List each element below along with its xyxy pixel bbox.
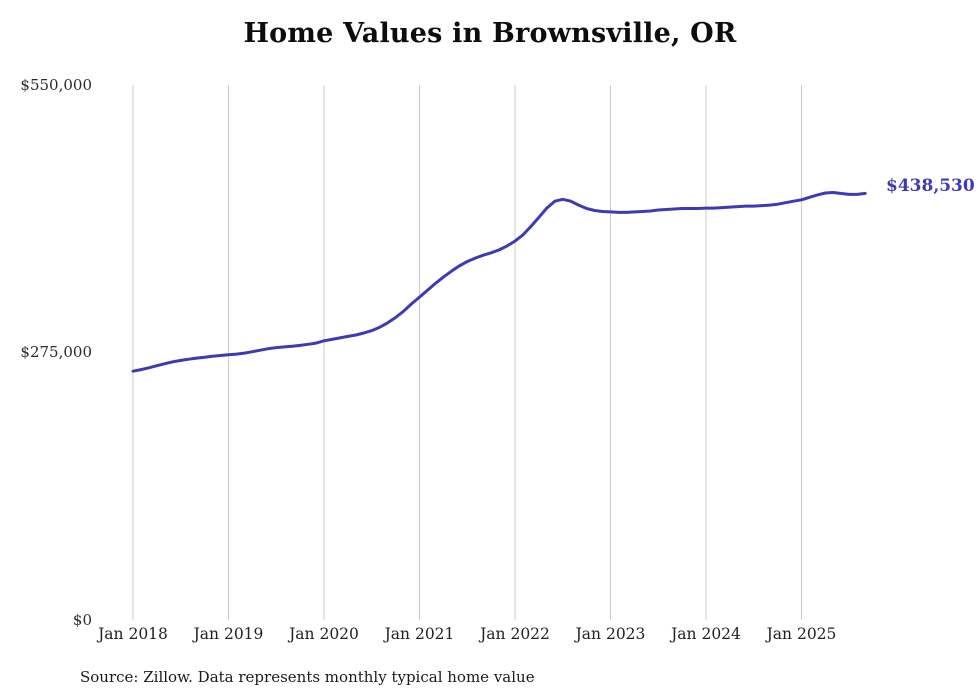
source-note: Source: Zillow. Data represents monthly … xyxy=(80,668,535,686)
x-axis-tick-label: Jan 2019 xyxy=(193,625,264,643)
x-axis-tick-label: Jan 2024 xyxy=(671,625,741,643)
y-axis-tick-label-550000: $550,000 xyxy=(20,76,92,94)
x-axis-tick-label: Jan 2018 xyxy=(98,625,168,643)
x-axis-tick-label: Jan 2021 xyxy=(384,625,455,643)
vertical-gridlines xyxy=(132,85,802,620)
home-value-line-series xyxy=(131,191,867,373)
x-axis-tick-label: Jan 2022 xyxy=(480,625,550,643)
x-axis-tick-label: Jan 2023 xyxy=(575,625,646,643)
x-axis-tick-label: Jan 2025 xyxy=(766,625,837,643)
x-axis-tick-label: Jan 2020 xyxy=(289,625,359,643)
current-value-label: $438,530 xyxy=(886,176,975,196)
y-axis-tick-label-0: $0 xyxy=(72,611,92,629)
chart-title: Home Values in Brownsville, OR xyxy=(243,18,737,49)
y-axis-tick-label-275000: $275,000 xyxy=(20,343,92,361)
